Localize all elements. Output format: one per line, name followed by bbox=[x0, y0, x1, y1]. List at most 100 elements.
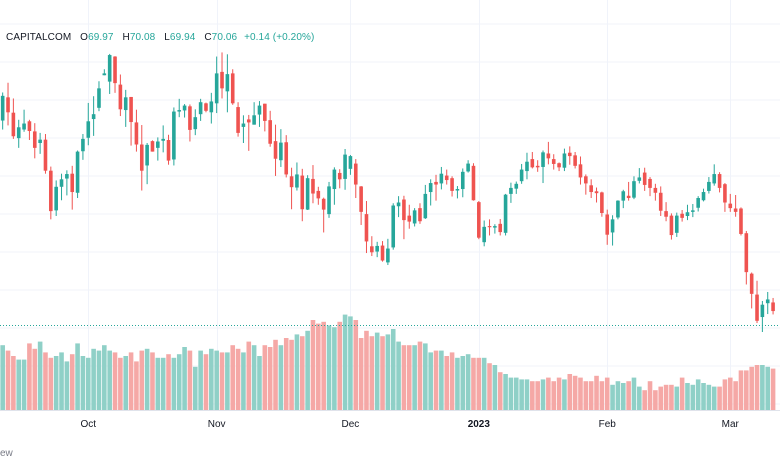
x-tick-label: 2023 bbox=[468, 419, 491, 430]
volume-bar bbox=[417, 341, 423, 410]
candle-body bbox=[402, 199, 406, 221]
candle-body bbox=[423, 193, 428, 219]
candle-body bbox=[75, 151, 80, 193]
volume-bar bbox=[139, 350, 145, 410]
volume-bar bbox=[43, 352, 48, 410]
volume-bar bbox=[760, 365, 765, 410]
candle-body bbox=[220, 71, 224, 89]
volume-bar bbox=[535, 381, 540, 410]
candle-body bbox=[562, 153, 567, 168]
volume-bar bbox=[118, 357, 123, 410]
candle-body bbox=[305, 178, 310, 210]
volume-bar bbox=[96, 350, 102, 410]
candle-body bbox=[172, 111, 176, 160]
candle-body bbox=[519, 169, 524, 182]
candle-body bbox=[712, 174, 717, 184]
volume-bar bbox=[476, 357, 482, 410]
candle-body bbox=[450, 178, 454, 191]
candle-body bbox=[38, 139, 42, 143]
volume-bar bbox=[679, 377, 685, 410]
volume-bar bbox=[59, 352, 64, 410]
volume-bar bbox=[369, 336, 375, 410]
candle-body bbox=[49, 170, 53, 212]
volume-bar bbox=[406, 345, 412, 410]
volume-bar bbox=[235, 348, 241, 410]
volume-bar bbox=[583, 381, 589, 410]
volume-bar bbox=[481, 357, 487, 410]
volume-bar bbox=[171, 357, 177, 410]
candle-body bbox=[343, 154, 347, 179]
volume-bar bbox=[160, 357, 166, 410]
candle-body bbox=[145, 144, 149, 166]
volume-bar bbox=[733, 381, 738, 410]
candle-body bbox=[214, 73, 219, 104]
volume-bar bbox=[0, 345, 5, 410]
candle-body bbox=[541, 152, 545, 167]
candle-body bbox=[370, 246, 374, 253]
candle-body bbox=[691, 210, 695, 212]
volume-bar bbox=[572, 375, 578, 410]
volume-bar bbox=[176, 354, 182, 410]
candle-body bbox=[744, 233, 749, 273]
x-tick-label: Feb bbox=[599, 419, 617, 430]
candle-body bbox=[551, 159, 556, 164]
candle-body bbox=[241, 123, 246, 127]
volume-bar bbox=[305, 330, 310, 410]
candle-body bbox=[733, 208, 738, 212]
candle-body bbox=[65, 174, 69, 179]
low-value: 69.94 bbox=[169, 32, 196, 43]
candle-body bbox=[295, 174, 299, 188]
candle-body bbox=[498, 223, 503, 233]
candle-body bbox=[439, 173, 444, 184]
candle-body bbox=[327, 186, 331, 215]
volume-bar bbox=[615, 381, 621, 410]
candle-body bbox=[289, 176, 294, 188]
volume-bar bbox=[674, 386, 680, 410]
open-label: O bbox=[80, 32, 89, 43]
candle-body bbox=[198, 102, 203, 115]
volume-bar bbox=[385, 334, 391, 410]
volume-bar bbox=[722, 379, 728, 410]
change-value: +0.14 (+0.20%) bbox=[244, 32, 315, 43]
candle-body bbox=[637, 177, 642, 181]
volume-bar bbox=[701, 383, 706, 410]
candle-body bbox=[0, 95, 5, 121]
volume-bar bbox=[412, 345, 417, 410]
volume-bar bbox=[401, 345, 407, 410]
candle-body bbox=[594, 191, 599, 194]
volume-bar bbox=[567, 374, 573, 410]
volume-bar bbox=[497, 372, 503, 410]
candle-body bbox=[642, 172, 647, 185]
candle-body bbox=[626, 195, 631, 199]
volume-bar bbox=[390, 329, 396, 410]
volume-bar bbox=[423, 343, 428, 410]
volume-bar bbox=[16, 359, 22, 410]
x-axis-ticks: Oct Nov Dec 2023 Feb Mar bbox=[80, 419, 739, 430]
volume-bar bbox=[428, 352, 433, 410]
volume-bar bbox=[364, 330, 369, 410]
volume-bar bbox=[21, 359, 27, 410]
candle-body bbox=[91, 114, 96, 120]
footer-fragment: ew bbox=[0, 448, 13, 459]
candle-body bbox=[177, 110, 182, 112]
x-tick-label: Oct bbox=[80, 419, 96, 430]
volume-bar bbox=[278, 345, 284, 410]
volume-bar bbox=[358, 338, 364, 410]
candle-body bbox=[375, 245, 379, 252]
candle-body bbox=[696, 198, 700, 208]
candle-body bbox=[161, 138, 165, 141]
volume-bar bbox=[230, 345, 236, 410]
volume-bar bbox=[455, 357, 460, 410]
candle-body bbox=[300, 175, 305, 210]
candle-body bbox=[418, 208, 422, 222]
volume-bar bbox=[326, 325, 332, 410]
candle-body bbox=[578, 164, 583, 178]
candle-body bbox=[337, 172, 342, 180]
volume-bar bbox=[353, 320, 359, 410]
volume-bar bbox=[198, 350, 203, 410]
candle-body bbox=[434, 181, 438, 185]
close-label: C bbox=[204, 32, 212, 43]
candle-body bbox=[284, 142, 289, 175]
x-tick-label: Nov bbox=[208, 419, 226, 430]
